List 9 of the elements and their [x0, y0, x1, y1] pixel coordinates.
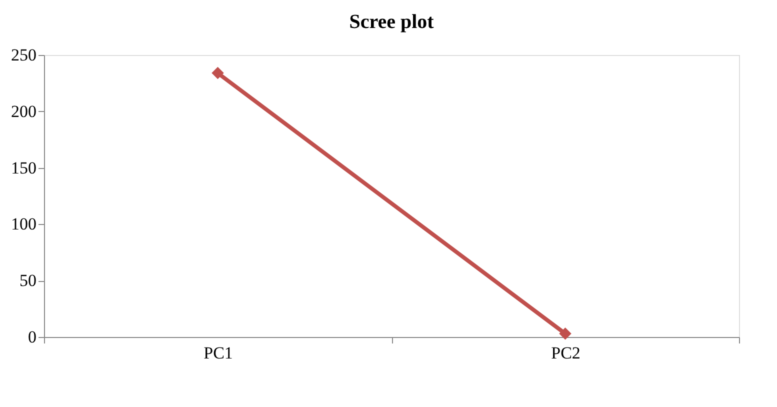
y-tick-label: 200: [11, 102, 36, 121]
y-tick-label: 50: [20, 271, 36, 290]
x-tick-label: PC1: [204, 344, 233, 362]
y-tick-label: 250: [11, 46, 36, 64]
chart-title: Scree plot: [349, 11, 434, 33]
y-tick-label: 0: [28, 328, 36, 346]
y-tick-label: 100: [11, 214, 36, 234]
x-tick-label: PC2: [551, 344, 580, 362]
y-tick-label: 150: [11, 158, 36, 178]
